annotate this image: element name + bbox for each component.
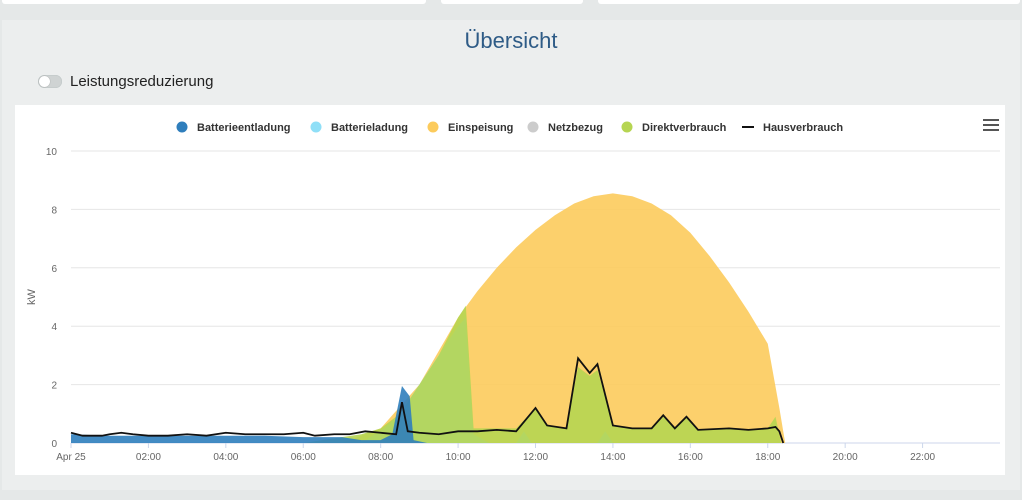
series-area-batterieentladung [71,386,1000,443]
legend-label-batterieentladung[interactable]: Batterieentladung [197,122,291,134]
legend-marker-einspeisung[interactable] [427,121,439,133]
x-tick-label-3: 06:00 [291,452,316,463]
toggle-knob [39,75,50,87]
series-area-einspeisung [71,193,1000,443]
x-tick-label-2: 04:00 [213,452,238,463]
legend-marker-netzbezug[interactable] [527,121,539,133]
x-tick-label-6: 12:00 [523,452,548,463]
top-card-right [598,0,1020,4]
x-tick-label-11: 22:00 [910,452,935,463]
top-card-middle [441,0,583,4]
x-tick-label-1: 02:00 [136,452,161,463]
y-tick-label-0: 0 [51,439,57,450]
y-tick-label-2: 4 [51,322,57,333]
legend-label-batterieladung[interactable]: Batterieladung [331,122,408,134]
x-tick-label-8: 16:00 [678,452,703,463]
chart-card: 0 2 4 6 8 10 Apr 25 02:00 04:00 06:00 08:00 10:00 12… [15,105,1005,475]
legend-label-netzbezug[interactable]: Netzbezug [548,122,603,134]
top-card-left [2,0,426,4]
y-axis-label: kW [26,288,38,305]
y-tick-label-1: 2 [51,381,57,392]
x-tick-label-5: 10:00 [446,452,471,463]
chart-menu-icon[interactable] [983,119,999,133]
legend-marker-direktverbrauch[interactable] [621,121,633,133]
legend-label-hausverbrauch[interactable]: Hausverbrauch [763,122,843,134]
legend-marker-batterieentladung[interactable] [176,121,188,133]
legend-label-direktverbrauch[interactable]: Direktverbrauch [642,122,727,134]
y-tick-label-3: 6 [51,264,57,275]
energy-chart: 0 2 4 6 8 10 Apr 25 02:00 04:00 06:00 08:00 10:00 12… [26,121,1000,463]
x-tick-label-10: 20:00 [833,452,858,463]
x-tick-label-0: Apr 25 [56,452,86,463]
toggle-label: Leistungsreduzierung [70,72,214,90]
power-reduction-toggle[interactable] [38,74,62,88]
legend-marker-batterieladung[interactable] [310,121,322,133]
y-tick-label-4: 8 [51,205,57,216]
series-area-direktverbrauch [71,305,1000,443]
x-tick-label-7: 14:00 [600,452,625,463]
legend-label-einspeisung[interactable]: Einspeisung [448,122,513,134]
series-line-hausverbrauch [70,356,785,444]
y-tick-label-5: 10 [46,147,58,158]
x-tick-label-4: 08:00 [368,452,393,463]
power-reduction-toggle-row: Leistungsreduzierung [38,72,213,90]
page-title: Übersicht [464,28,558,53]
x-tick-label-9: 18:00 [755,452,780,463]
